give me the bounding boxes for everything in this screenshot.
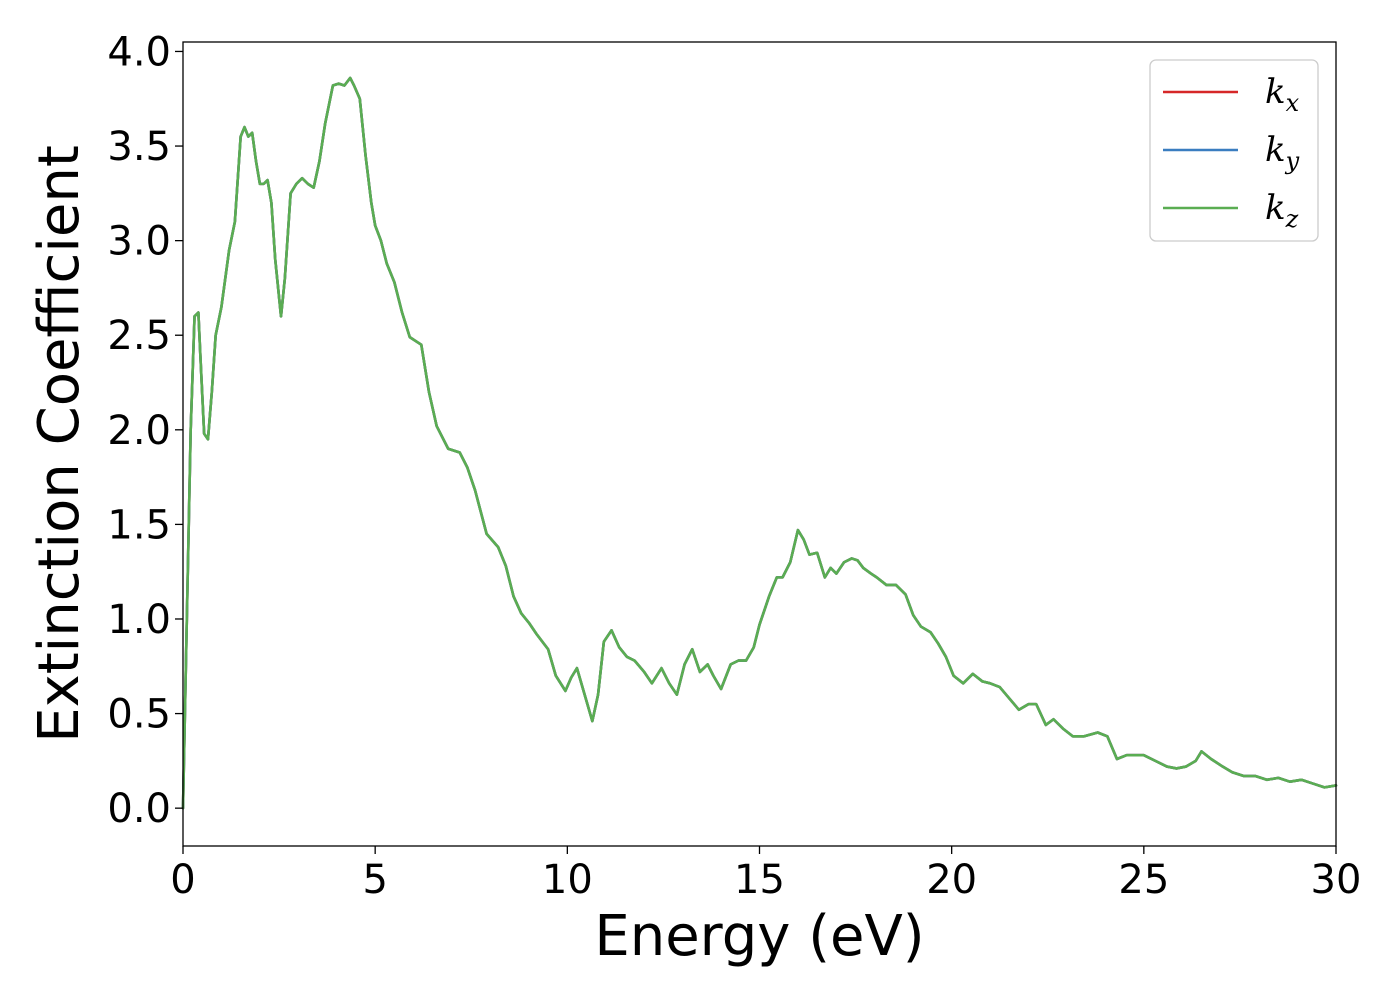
x-tick-label-6: 30 [1311,857,1362,903]
y-tick-label-5: 2.5 [107,313,171,359]
x-tick-label-2: 10 [542,857,593,903]
x-axis-title: Energy (eV) [594,904,924,969]
x-tick-label-5: 25 [1118,857,1169,903]
series-layer [181,76,1338,810]
x-tick-label-1: 5 [362,857,387,903]
x-tick-label-4: 20 [926,857,977,903]
y-tick-label-1: 0.5 [107,692,171,738]
legend-label-x: kx [1265,72,1300,117]
y-tick-label-6: 3.0 [107,219,171,265]
x-tick-label-3: 15 [734,857,785,903]
y-tick-label-8: 4.0 [107,29,171,75]
plot-area [183,42,1336,846]
y-axis-title: Extinction Coefficient [27,145,92,743]
y-tick-label-3: 1.5 [107,502,171,548]
series-line-z [181,76,1338,810]
legend: kx ky kz [1149,59,1319,242]
y-tick-label-2: 1.0 [107,597,171,643]
y-tick-label-4: 2.0 [107,408,171,454]
x-axis: 0 5 10 15 20 25 30 [170,846,1361,903]
legend-label-y: ky [1265,130,1300,175]
y-tick-label-7: 3.5 [107,124,171,170]
y-axis: 0.0 0.5 1.0 1.5 2.0 2.5 3.0 3.5 4.0 [107,29,183,832]
legend-label-z: kz [1265,188,1299,233]
y-tick-label-0: 0.0 [107,786,171,832]
x-tick-label-0: 0 [170,857,195,903]
